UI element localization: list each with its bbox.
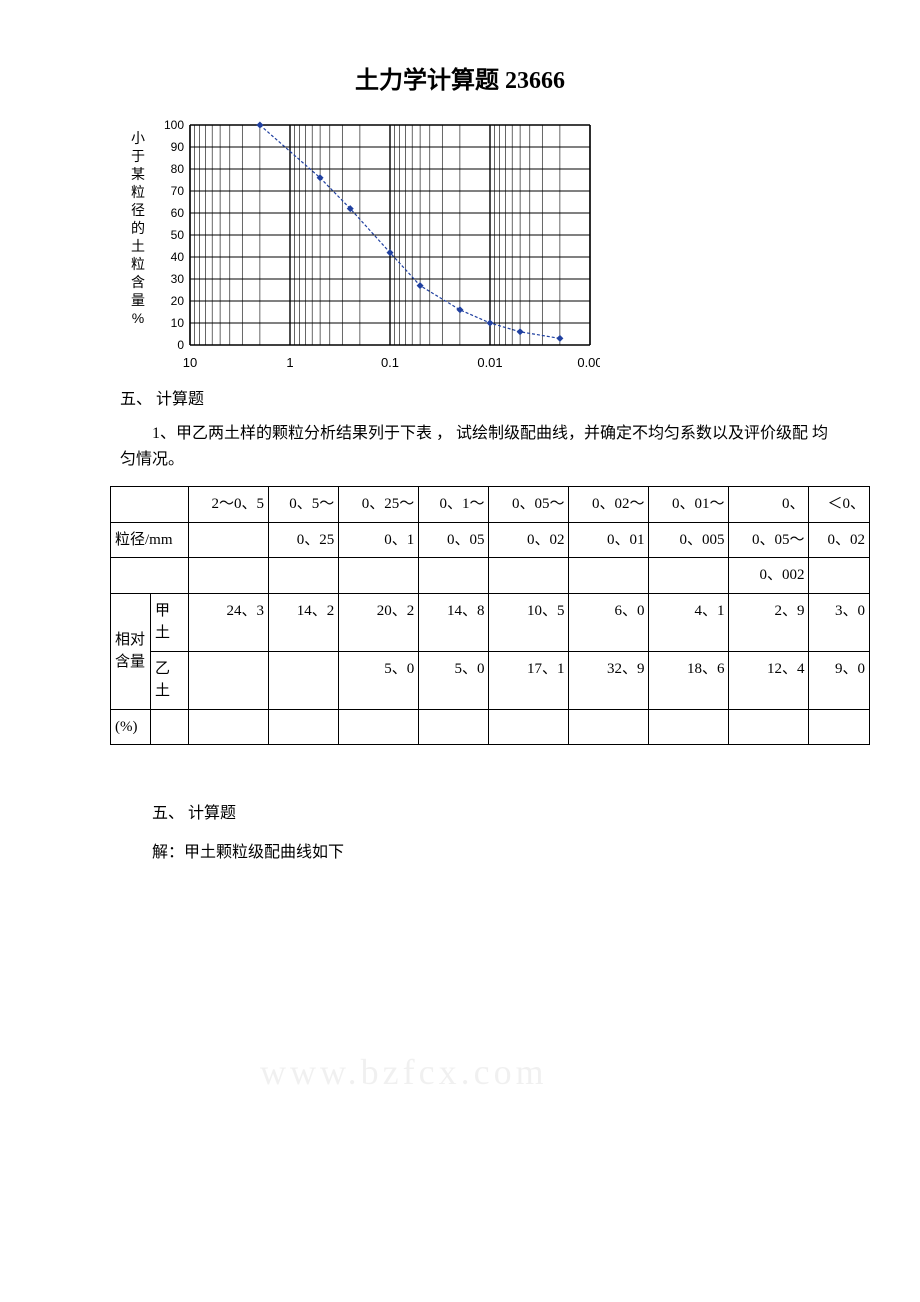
svg-text:1: 1 — [286, 355, 293, 370]
svg-text:粒: 粒 — [131, 256, 145, 272]
svg-text:的: 的 — [131, 220, 145, 236]
svg-text:0.01: 0.01 — [477, 355, 502, 370]
svg-text:小: 小 — [131, 130, 145, 146]
grading-curve-chart: 01020304050607080901001010.10.010.00小于某粒… — [120, 115, 600, 375]
svg-text:%: % — [132, 310, 144, 326]
svg-text:60: 60 — [171, 206, 185, 220]
document-title: 土力学计算题 23666 — [80, 60, 840, 95]
svg-text:于: 于 — [131, 148, 145, 164]
svg-text:0.00: 0.00 — [577, 355, 600, 370]
svg-text:10: 10 — [171, 316, 185, 330]
svg-text:0.1: 0.1 — [381, 355, 399, 370]
svg-text:50: 50 — [171, 228, 185, 242]
watermark-text: www.bzfcx.com — [260, 1051, 548, 1093]
particle-size-table: 2～0、5 0、5～ 0、25～ 0、1～ 0、05～ 0、02～ 0、01～ … — [110, 486, 870, 745]
table-row: 粒径/mm 0、25 0、1 0、05 0、02 0、01 0、005 0、05… — [111, 522, 870, 558]
svg-text:70: 70 — [171, 184, 185, 198]
svg-text:某: 某 — [131, 166, 145, 182]
svg-text:100: 100 — [164, 118, 184, 132]
svg-text:径: 径 — [131, 202, 145, 218]
answer-intro: 解：甲土颗粒级配曲线如下 — [120, 834, 840, 872]
section-heading-1: 五、 计算题 — [120, 385, 840, 409]
table-row: 相对含量 甲土 24、3 14、2 20、2 14、8 10、5 6、0 4、1… — [111, 593, 870, 651]
svg-text:40: 40 — [171, 250, 185, 264]
svg-text:10: 10 — [183, 355, 197, 370]
table-row: 0、002 — [111, 558, 870, 594]
svg-text:80: 80 — [171, 162, 185, 176]
footer-heading: 五、 计算题 — [120, 795, 840, 833]
table-row: 乙土 5、0 5、0 17、1 32、9 18、6 12、4 9、0 — [111, 651, 870, 709]
svg-text:粒: 粒 — [131, 184, 145, 200]
question-1-text: 1、甲乙两土样的颗粒分析结果列于下表 ， 试绘制级配曲线，并确定不均匀系数以及评… — [120, 421, 840, 472]
svg-text:30: 30 — [171, 272, 185, 286]
svg-text:量: 量 — [131, 292, 145, 308]
svg-text:土: 土 — [131, 238, 145, 254]
table-row: (%) — [111, 709, 870, 745]
svg-text:含: 含 — [131, 274, 145, 290]
table-row: 2～0、5 0、5～ 0、25～ 0、1～ 0、05～ 0、02～ 0、01～ … — [111, 487, 870, 523]
svg-text:0: 0 — [177, 338, 184, 352]
svg-text:20: 20 — [171, 294, 185, 308]
svg-text:90: 90 — [171, 140, 185, 154]
